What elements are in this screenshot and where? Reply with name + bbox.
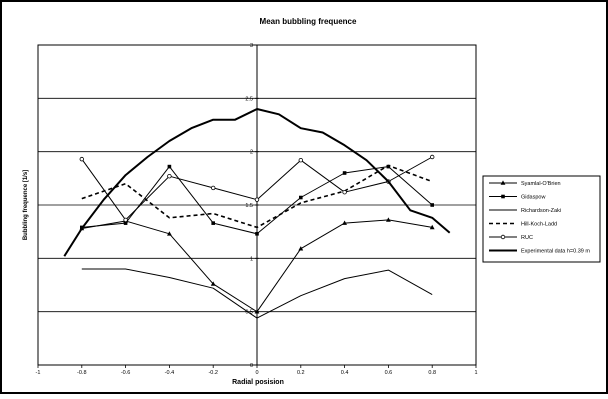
x-tick-label: 0.2: [297, 370, 305, 376]
legend-marker: [501, 194, 505, 199]
data-point: [167, 164, 172, 169]
legend: Syamlal-O'Brien Gidaspow Richardson-Zaki Hi…: [482, 175, 601, 263]
data-point: [255, 232, 259, 236]
data-point: [430, 154, 435, 160]
legend-label-richardson-zaki: Richardson-Zaki: [521, 208, 561, 214]
legend-marker: [500, 234, 506, 240]
legend-label-experimental-data-h-0-39-m: Experimental data h=0.39 m: [521, 249, 590, 255]
y-tick-label: 1: [250, 256, 253, 262]
legend-label-ruc: RUC: [521, 235, 533, 241]
legend-label-syamlal-o-brien: Syamlal-O'Brien: [521, 181, 561, 187]
series-line: [63, 108, 451, 257]
data-point: [123, 221, 128, 225]
data-point: [167, 173, 172, 179]
data-point: [167, 231, 172, 236]
legend-box: [482, 175, 601, 263]
x-tick-label: 0: [255, 370, 258, 376]
x-tick-label: 0.4: [341, 370, 349, 376]
x-tick-label: -0.6: [121, 370, 130, 376]
x-tick-label: -0.8: [77, 370, 86, 376]
data-point: [123, 217, 128, 223]
data-point: [430, 203, 434, 207]
legend-label-hill-koch-ladd: Hill-Koch-Ladd: [521, 222, 557, 228]
x-tick-label: 0.8: [428, 370, 436, 376]
series-line: [81, 164, 433, 229]
data-point: [429, 224, 435, 230]
data-point: [254, 197, 260, 202]
data-point: [79, 156, 84, 162]
data-point: [298, 246, 304, 251]
data-point: [386, 164, 391, 169]
y-tick-label: 3: [250, 43, 253, 49]
series-group: [63, 108, 451, 319]
x-tick-label: 0.6: [385, 370, 393, 376]
y-tick-label: 0: [250, 363, 253, 369]
series-richardson-zaki: [81, 268, 433, 319]
y-axis-label: Bubbling frequence [1/s]: [23, 170, 29, 240]
x-tick-label: -0.4: [165, 370, 174, 376]
data-point: [342, 220, 347, 225]
data-point: [210, 185, 216, 191]
data-point: [210, 281, 216, 286]
x-tick-label: -0.2: [208, 370, 217, 376]
series-line: [81, 268, 433, 319]
legend-label-gidaspow: Gidaspow: [521, 195, 545, 201]
y-tick-label: 2: [250, 150, 253, 156]
data-point: [342, 189, 347, 195]
y-tick-label: 2.5: [245, 96, 253, 102]
data-point: [342, 171, 347, 175]
y-tick-label: 1.5: [245, 203, 253, 209]
legend-marker: [500, 180, 506, 185]
data-point: [386, 217, 391, 222]
x-tick-label: -1: [36, 370, 41, 376]
series-experimental-data-h-0-39-m: [63, 108, 451, 257]
series-hill-koch-ladd: [81, 164, 433, 229]
data-point: [299, 195, 303, 200]
data-point: [298, 157, 303, 163]
x-axis-label: Radial posision: [232, 379, 284, 386]
data-point: [254, 309, 260, 314]
chart-title: Mean bubbling frequence: [260, 17, 357, 26]
x-tick-label: 1: [474, 370, 477, 376]
data-point: [211, 221, 215, 225]
